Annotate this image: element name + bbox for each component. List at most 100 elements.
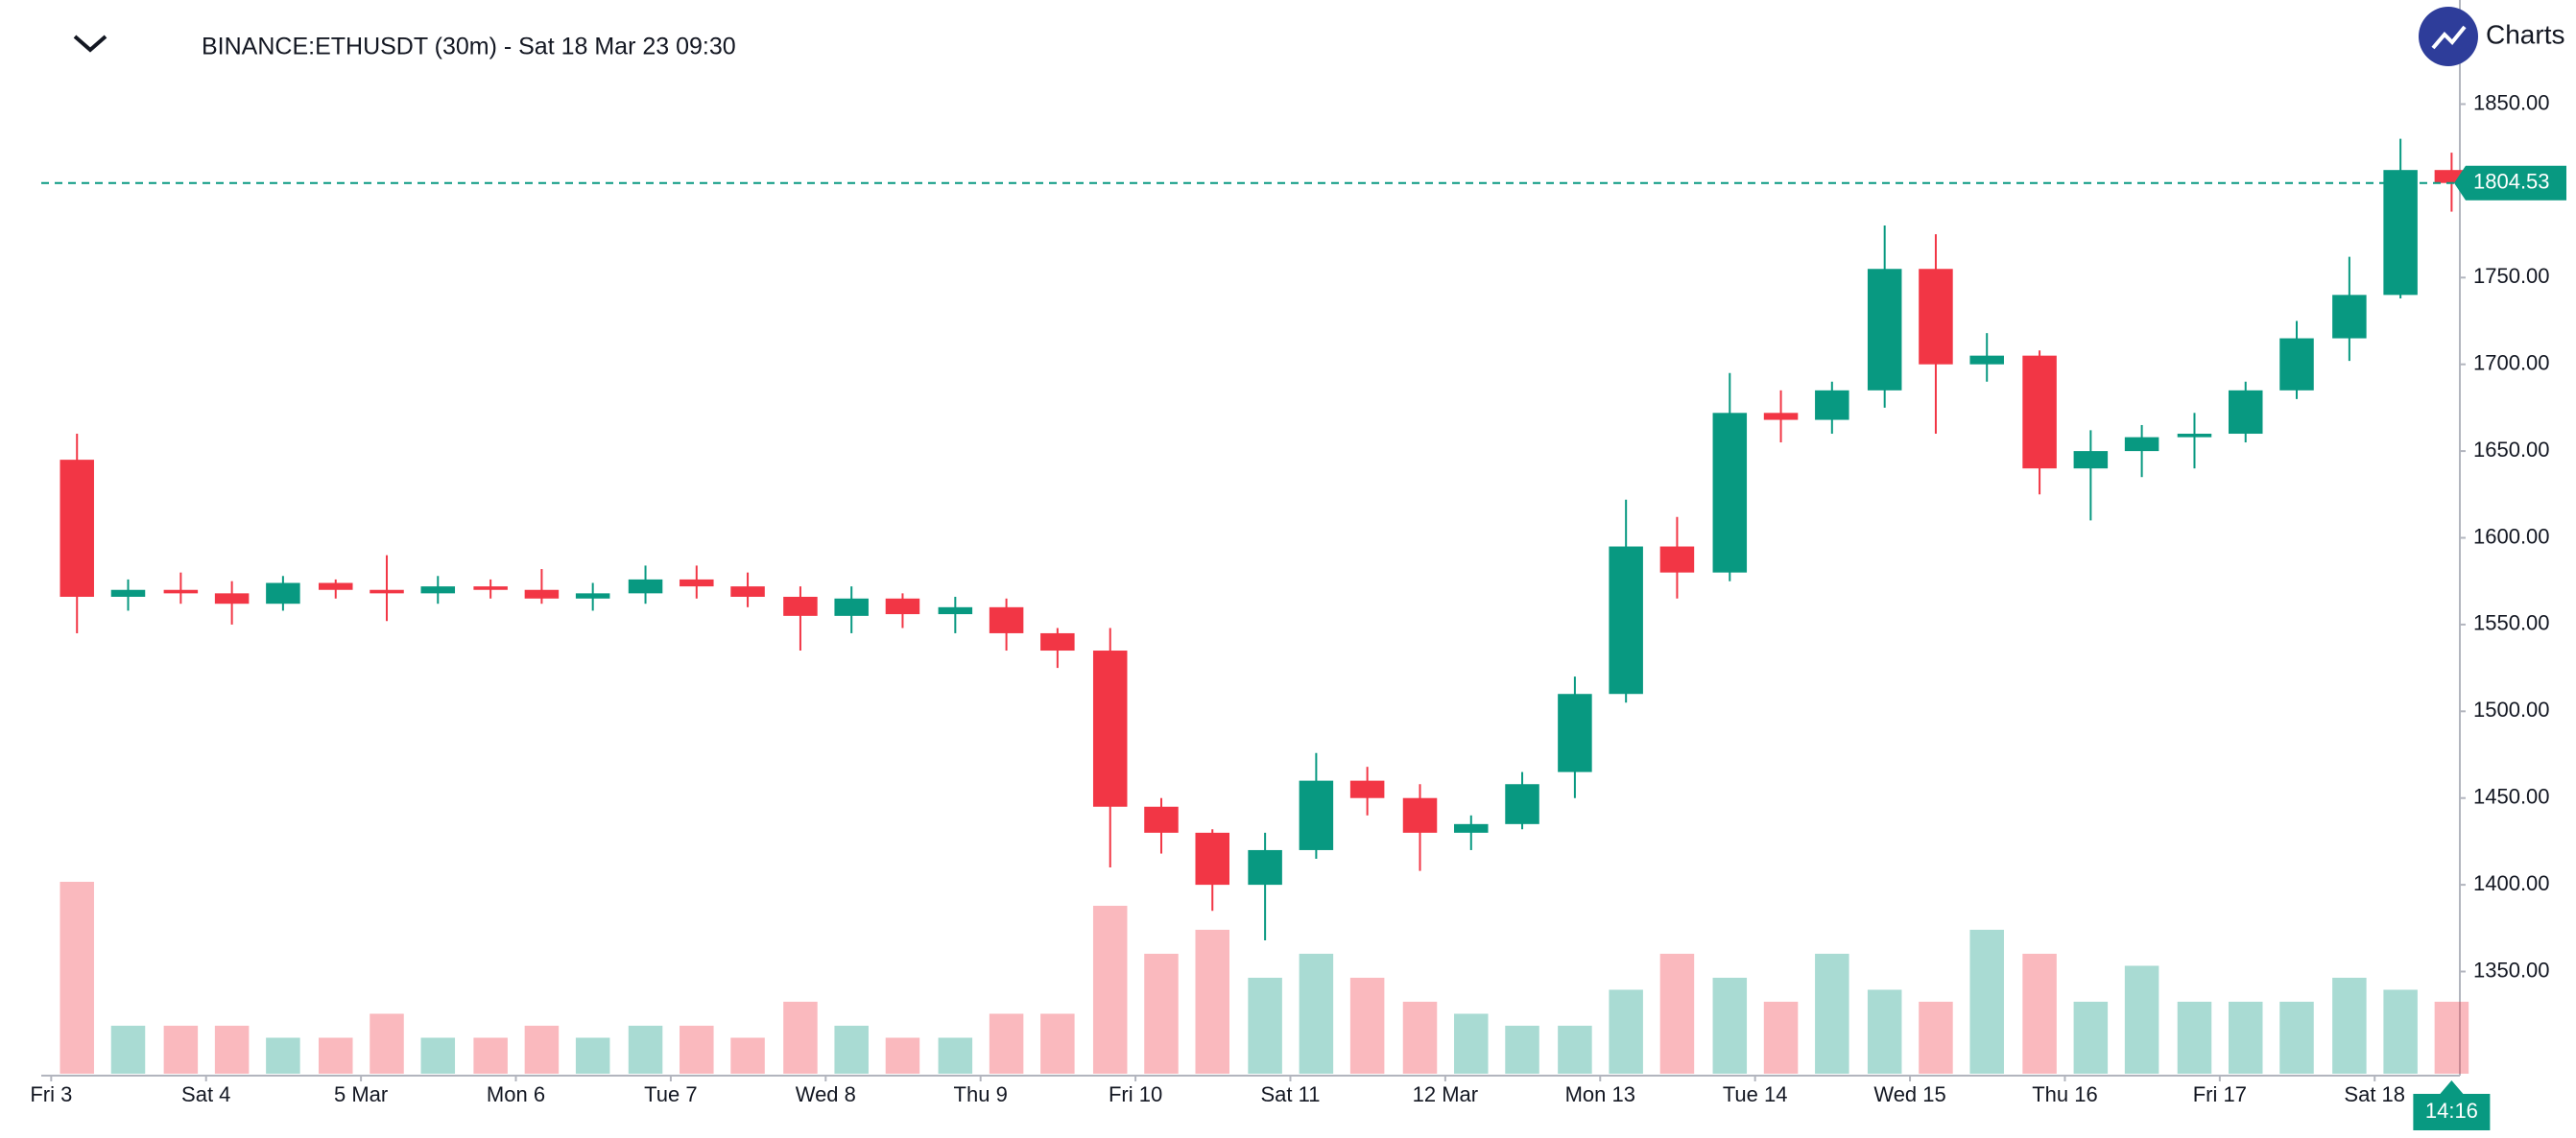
x-tick-label: Thu 16 bbox=[2032, 1082, 2098, 1106]
y-tick-label: 1350.00 bbox=[2473, 958, 2550, 982]
chart-title: BINANCE:ETHUSDT (30m) - Sat 18 Mar 23 09… bbox=[202, 34, 736, 60]
volume-bar bbox=[473, 1037, 508, 1074]
candle-body bbox=[1505, 784, 1539, 824]
volume-bar bbox=[1609, 989, 1643, 1074]
volume-bar bbox=[1558, 1026, 1592, 1074]
y-tick-label: 1550.00 bbox=[2473, 611, 2550, 635]
y-tick-label: 1500.00 bbox=[2473, 698, 2550, 722]
volume-bar bbox=[1969, 930, 2004, 1074]
x-tick-label: Wed 8 bbox=[796, 1082, 856, 1106]
candle-body bbox=[60, 460, 94, 597]
candle-body bbox=[163, 589, 199, 594]
volume-bar bbox=[370, 1013, 404, 1074]
x-tick-label: Fri 10 bbox=[1109, 1082, 1162, 1106]
volume-bar bbox=[885, 1037, 920, 1074]
candle-body bbox=[989, 606, 1024, 633]
y-tick-label: 1450.00 bbox=[2473, 785, 2550, 809]
volume-bar bbox=[1195, 930, 1229, 1074]
candle-body bbox=[1763, 413, 1799, 420]
candle-body bbox=[1092, 651, 1128, 807]
candle-body bbox=[2279, 338, 2314, 391]
candle-body bbox=[2228, 390, 2263, 435]
candle-body bbox=[1558, 694, 1592, 772]
volume-bar bbox=[524, 1026, 560, 1074]
candle-body bbox=[1712, 413, 1748, 573]
volume-bar bbox=[2279, 1002, 2314, 1074]
candle-body bbox=[110, 589, 146, 597]
candle-body bbox=[834, 598, 869, 616]
x-tick-label: Tue 7 bbox=[644, 1082, 697, 1106]
volume-bar bbox=[938, 1037, 973, 1074]
volume-bar bbox=[1402, 1002, 1438, 1074]
volume-bar bbox=[1248, 978, 1282, 1074]
candle-body bbox=[1195, 832, 1229, 886]
volume-bar bbox=[60, 882, 94, 1074]
volume-bar bbox=[2332, 978, 2367, 1074]
volume-bar bbox=[1144, 954, 1179, 1074]
volume-bar bbox=[319, 1037, 353, 1074]
x-tick-label: Thu 9 bbox=[954, 1082, 1008, 1106]
volume-bar bbox=[2022, 954, 2057, 1074]
x-tick-label: Wed 15 bbox=[1873, 1082, 1945, 1106]
x-tick-label: Fri 3 bbox=[30, 1082, 72, 1106]
candle-body bbox=[680, 579, 714, 587]
volume-bar bbox=[2434, 1002, 2469, 1074]
volume-bar bbox=[1349, 978, 1385, 1074]
candle-body bbox=[420, 586, 456, 594]
x-tick-label: Mon 6 bbox=[487, 1082, 545, 1106]
candle-body bbox=[524, 589, 560, 599]
volume-bar bbox=[1763, 1002, 1799, 1074]
candle-body bbox=[575, 593, 610, 599]
candle-body bbox=[2332, 295, 2367, 339]
candle-body bbox=[783, 596, 818, 616]
volume-bar bbox=[2228, 1002, 2263, 1074]
collapse-chevron[interactable] bbox=[73, 35, 107, 53]
volume-bar bbox=[834, 1026, 869, 1074]
countdown-tag bbox=[2413, 1080, 2491, 1130]
volume-bar bbox=[266, 1037, 300, 1074]
x-tick-label: Mon 13 bbox=[1565, 1082, 1635, 1106]
x-tick-label: Sat 18 bbox=[2344, 1082, 2405, 1106]
candle-body bbox=[1919, 269, 1953, 365]
volume-bar bbox=[783, 1002, 818, 1074]
candle-body bbox=[319, 582, 353, 590]
x-tick-label: Sat 4 bbox=[181, 1082, 230, 1106]
candle-body bbox=[2022, 355, 2057, 469]
candle-body bbox=[2124, 437, 2159, 452]
candle-body bbox=[730, 586, 765, 597]
x-tick-label: Tue 14 bbox=[1723, 1082, 1788, 1106]
y-tick-label: 1650.00 bbox=[2473, 438, 2550, 462]
volume-bar bbox=[1040, 1013, 1075, 1074]
volume-layer bbox=[60, 882, 2469, 1074]
candle-body bbox=[1349, 780, 1385, 798]
candle-layer bbox=[60, 138, 2469, 940]
candle-body bbox=[1609, 546, 1643, 695]
candle-body bbox=[370, 589, 404, 594]
volume-bar bbox=[110, 1026, 146, 1074]
x-tick-label: 5 Mar bbox=[334, 1082, 388, 1106]
brand[interactable]: Charts bbox=[2419, 7, 2564, 66]
volume-bar bbox=[1454, 1013, 1489, 1074]
volume-bar bbox=[1299, 954, 1334, 1074]
brand-icon-arrow bbox=[2431, 25, 2467, 50]
volume-bar bbox=[1712, 978, 1748, 1074]
candle-body bbox=[2073, 451, 2109, 469]
x-tick-label: Fri 17 bbox=[2193, 1082, 2247, 1106]
volume-bar bbox=[1092, 906, 1128, 1074]
candle-body bbox=[1402, 797, 1438, 833]
brand-text[interactable]: Charts bbox=[2486, 19, 2564, 49]
candle-body bbox=[1248, 849, 1282, 886]
volume-bar bbox=[214, 1026, 250, 1074]
candle-body bbox=[1299, 780, 1334, 850]
candle-body bbox=[1867, 269, 1902, 391]
y-tick-label: 1600.00 bbox=[2473, 524, 2550, 548]
y-tick-label: 1400.00 bbox=[2473, 871, 2550, 895]
candle-body bbox=[885, 598, 920, 615]
volume-bar bbox=[2177, 1002, 2212, 1074]
x-tick-label: Sat 11 bbox=[1260, 1082, 1320, 1106]
candle-body bbox=[2383, 170, 2418, 296]
volume-bar bbox=[1815, 954, 1849, 1074]
volume-bar bbox=[1867, 989, 1902, 1074]
volume-bar bbox=[628, 1026, 663, 1074]
